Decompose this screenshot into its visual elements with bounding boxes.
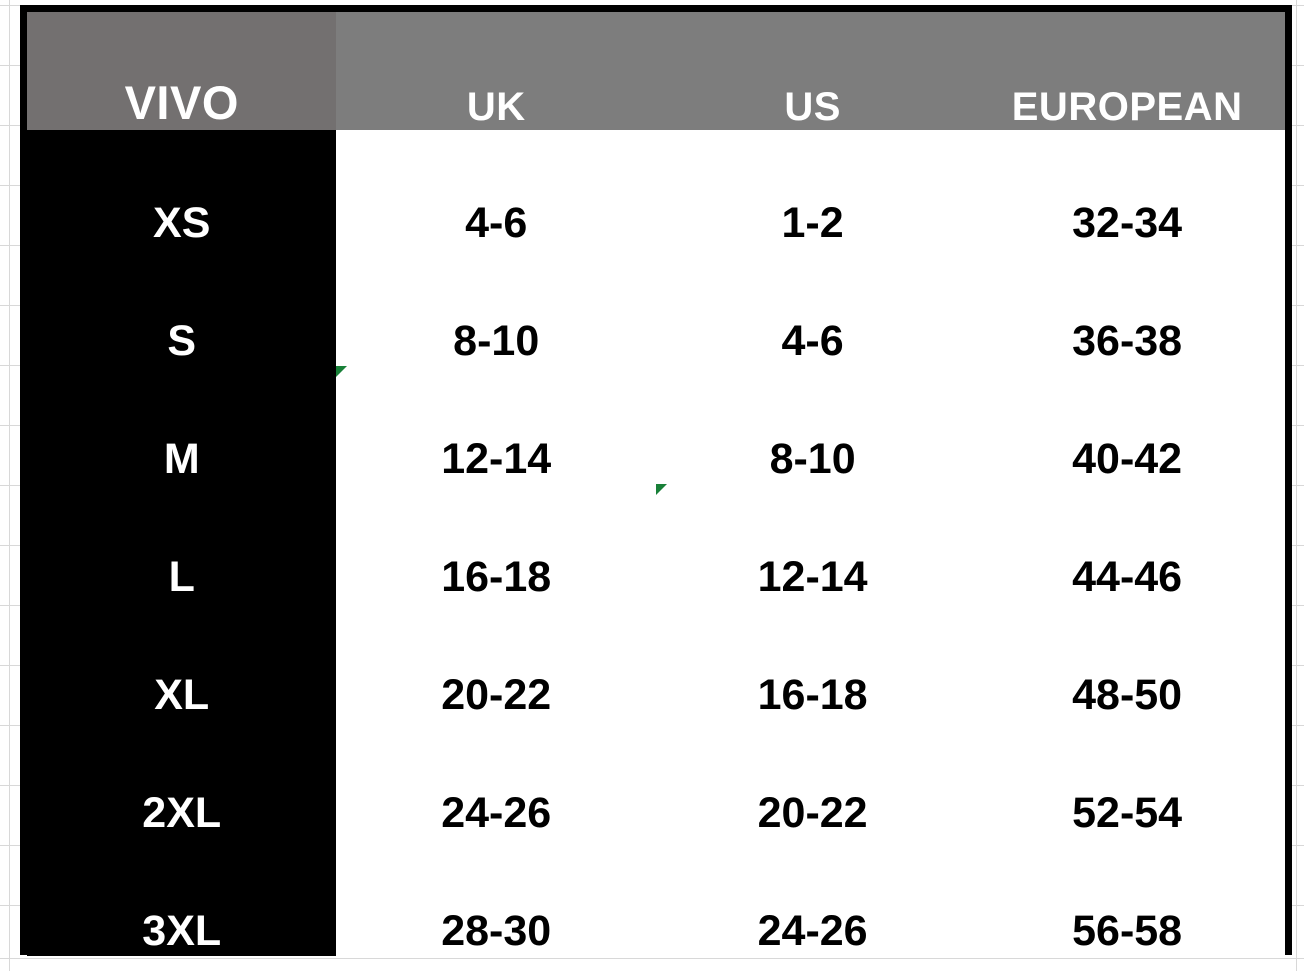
us-size-cell: 24-26 bbox=[655, 838, 970, 956]
table-row: 3XL 28-30 24-26 56-58 bbox=[27, 838, 1285, 956]
size-label-cell: XL bbox=[27, 602, 337, 720]
european-size-cell: 32-34 bbox=[969, 130, 1285, 248]
comment-indicator-icon bbox=[336, 366, 348, 377]
us-size-cell: 12-14 bbox=[655, 484, 970, 602]
uk-size-cell: 12-14 bbox=[336, 366, 656, 484]
table-row: L 16-18 12-14 44-46 bbox=[27, 484, 1285, 602]
column-header-us: US bbox=[655, 12, 970, 130]
table-row: S 8-10 4-6 36-38 bbox=[27, 248, 1285, 366]
uk-size-cell: 28-30 bbox=[336, 838, 656, 956]
us-size-cell: 1-2 bbox=[655, 130, 970, 248]
table-row: XS 4-6 1-2 32-34 bbox=[27, 130, 1285, 248]
size-label-cell: 2XL bbox=[27, 720, 337, 838]
european-size-cell: 36-38 bbox=[969, 248, 1285, 366]
uk-size-value: 12-14 bbox=[441, 435, 552, 483]
column-header-european: EUROPEAN bbox=[969, 12, 1285, 130]
uk-size-cell: 20-22 bbox=[336, 602, 656, 720]
us-size-cell: 4-6 bbox=[655, 248, 970, 366]
table-row: M 12-14 8-10 40-42 bbox=[27, 366, 1285, 484]
column-header-uk: UK bbox=[336, 12, 656, 130]
european-size-cell: 44-46 bbox=[969, 484, 1285, 602]
us-size-cell: 8-10 bbox=[655, 366, 970, 484]
us-size-cell: 16-18 bbox=[655, 602, 970, 720]
table-header-row: VIVO UK US EUROPEAN bbox=[27, 12, 1285, 130]
uk-size-cell: 4-6 bbox=[336, 130, 656, 248]
uk-size-cell: 24-26 bbox=[336, 720, 656, 838]
size-chart-table-container: VIVO UK US EUROPEAN XS 4-6 1-2 32-34 S 8 bbox=[20, 5, 1292, 956]
european-size-cell: 56-58 bbox=[969, 838, 1285, 956]
size-label-cell: L bbox=[27, 484, 337, 602]
us-size-value: 12-14 bbox=[757, 553, 868, 601]
column-header-vivo: VIVO bbox=[27, 12, 337, 130]
european-size-cell: 52-54 bbox=[969, 720, 1285, 838]
size-label-cell: M bbox=[27, 366, 337, 484]
uk-size-cell: 16-18 bbox=[336, 484, 656, 602]
table-row: 2XL 24-26 20-22 52-54 bbox=[27, 720, 1285, 838]
size-chart-table: VIVO UK US EUROPEAN XS 4-6 1-2 32-34 S 8 bbox=[27, 12, 1285, 956]
european-size-cell: 48-50 bbox=[969, 602, 1285, 720]
table-row: XL 20-22 16-18 48-50 bbox=[27, 602, 1285, 720]
uk-size-cell: 8-10 bbox=[336, 248, 656, 366]
size-label-cell: 3XL bbox=[27, 838, 337, 956]
us-size-cell: 20-22 bbox=[655, 720, 970, 838]
size-label-cell: XS bbox=[27, 130, 337, 248]
european-size-cell: 40-42 bbox=[969, 366, 1285, 484]
size-label-cell: S bbox=[27, 248, 337, 366]
comment-indicator-icon bbox=[655, 484, 667, 495]
